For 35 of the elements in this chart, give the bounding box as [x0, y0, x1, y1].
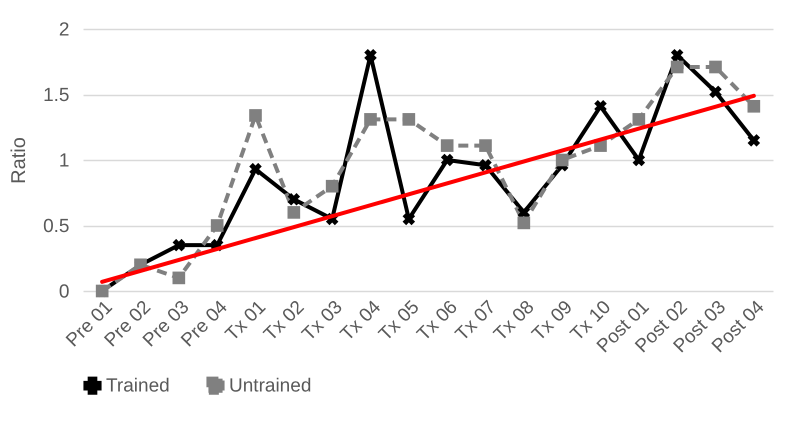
point: [326, 180, 338, 193]
point: [364, 113, 377, 126]
point: [402, 113, 416, 126]
y-axis-title: Ratio: [8, 137, 30, 184]
point: [748, 100, 760, 113]
y-tick-label: 0: [58, 282, 70, 302]
point: [440, 154, 454, 166]
point: [594, 100, 607, 113]
point: [479, 139, 492, 152]
point: [402, 212, 416, 226]
point: [249, 162, 262, 176]
y-tick-label: 0.5: [43, 216, 70, 237]
point: [440, 139, 454, 152]
point: [670, 60, 684, 74]
legend-label: Untrained: [229, 376, 312, 397]
point: [670, 48, 684, 62]
point: [709, 60, 722, 74]
y-tick-label: 2: [58, 20, 70, 40]
point: [518, 216, 530, 230]
point: [748, 134, 760, 147]
y-tick-label: 1: [58, 150, 70, 172]
point: [172, 272, 186, 284]
point: [249, 109, 262, 122]
point: [709, 86, 722, 98]
point: [172, 238, 186, 252]
point: [210, 219, 224, 232]
point: [364, 48, 377, 62]
point: [632, 154, 646, 166]
point: [288, 193, 300, 206]
y-tick-label: 1.5: [43, 85, 70, 106]
point: [556, 154, 568, 166]
point: [632, 113, 646, 126]
legend-label: Trained: [106, 376, 170, 397]
point: [288, 206, 300, 219]
point: [479, 158, 492, 172]
